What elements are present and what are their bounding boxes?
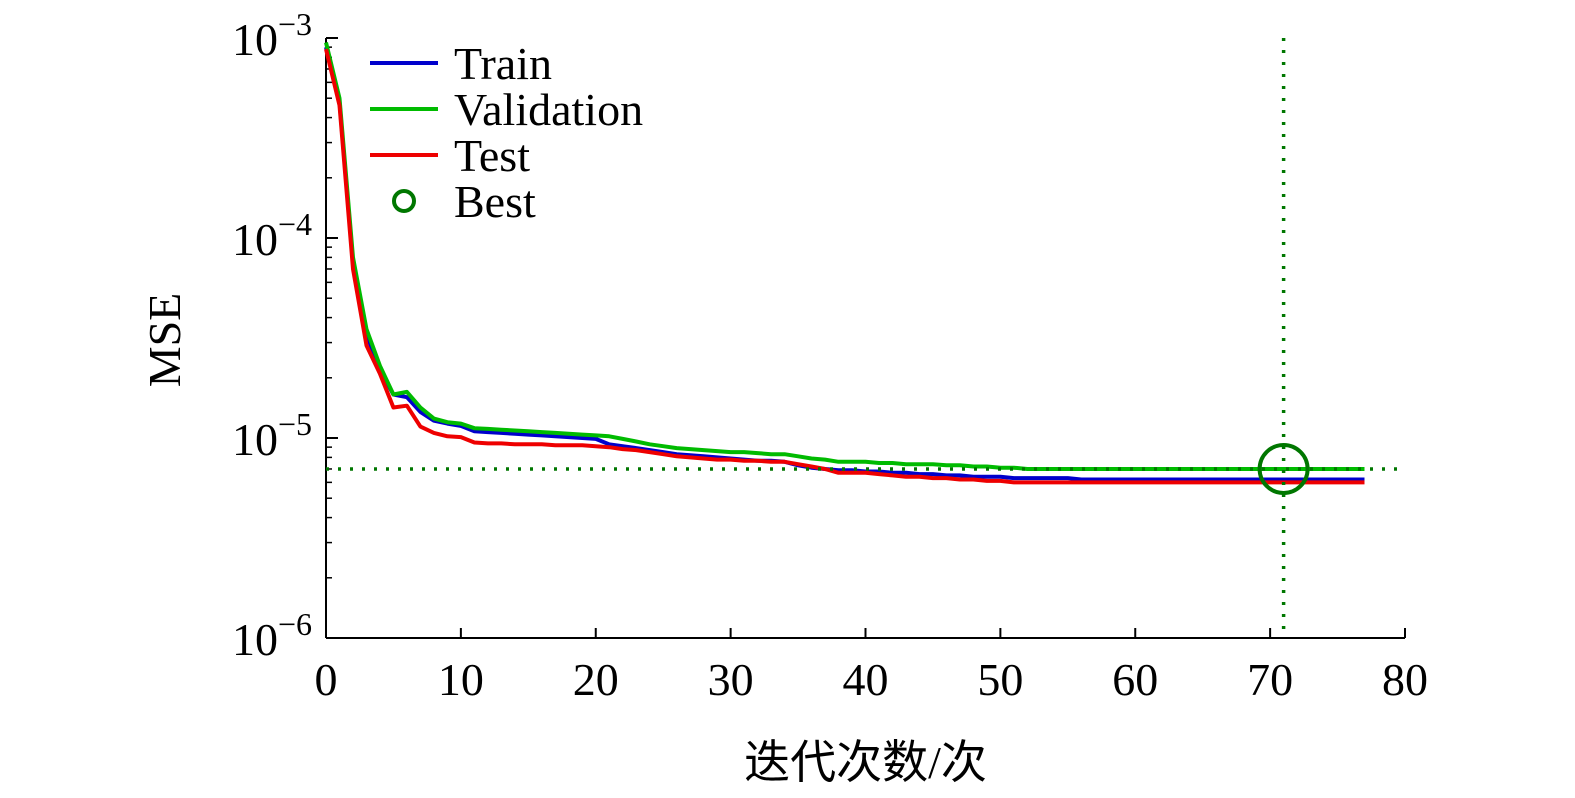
x-tick-label: 80 — [1382, 654, 1428, 705]
legend-label-best: Best — [454, 176, 536, 227]
x-tick-label: 30 — [708, 654, 754, 705]
series-line-train — [324, 46, 1365, 482]
axes — [325, 37, 1406, 639]
best-marker — [1257, 442, 1310, 495]
y-tick-label: 10−4 — [232, 206, 312, 265]
x-tick-label: 0 — [315, 654, 338, 705]
legend-swatch-best — [392, 189, 416, 213]
axis-labels: 0 10 20 30 40 50 60 70 80 10−6 10−5 10−4 10−3 迭代次数/次 M… — [139, 6, 1428, 788]
y-axis-title: MSE — [139, 293, 190, 388]
series-line-test — [324, 48, 1365, 485]
y-tick-label: 10−6 — [232, 606, 312, 665]
best-layer — [326, 38, 1405, 638]
x-tick-label: 40 — [843, 654, 889, 705]
legend-label-test: Test — [454, 130, 530, 181]
legend-label-validation: Validation — [454, 84, 643, 135]
x-tick-label: 60 — [1112, 654, 1158, 705]
y-tick-label: 10−3 — [232, 6, 312, 65]
x-tick-label: 70 — [1247, 654, 1293, 705]
x-axis-title: 迭代次数/次 — [744, 737, 987, 788]
x-tick-label: 10 — [438, 654, 484, 705]
legend-label-train: Train — [454, 38, 552, 89]
x-tick-label: 20 — [573, 654, 619, 705]
y-tick-label: 10−5 — [232, 406, 312, 465]
x-tick-label: 50 — [977, 654, 1023, 705]
